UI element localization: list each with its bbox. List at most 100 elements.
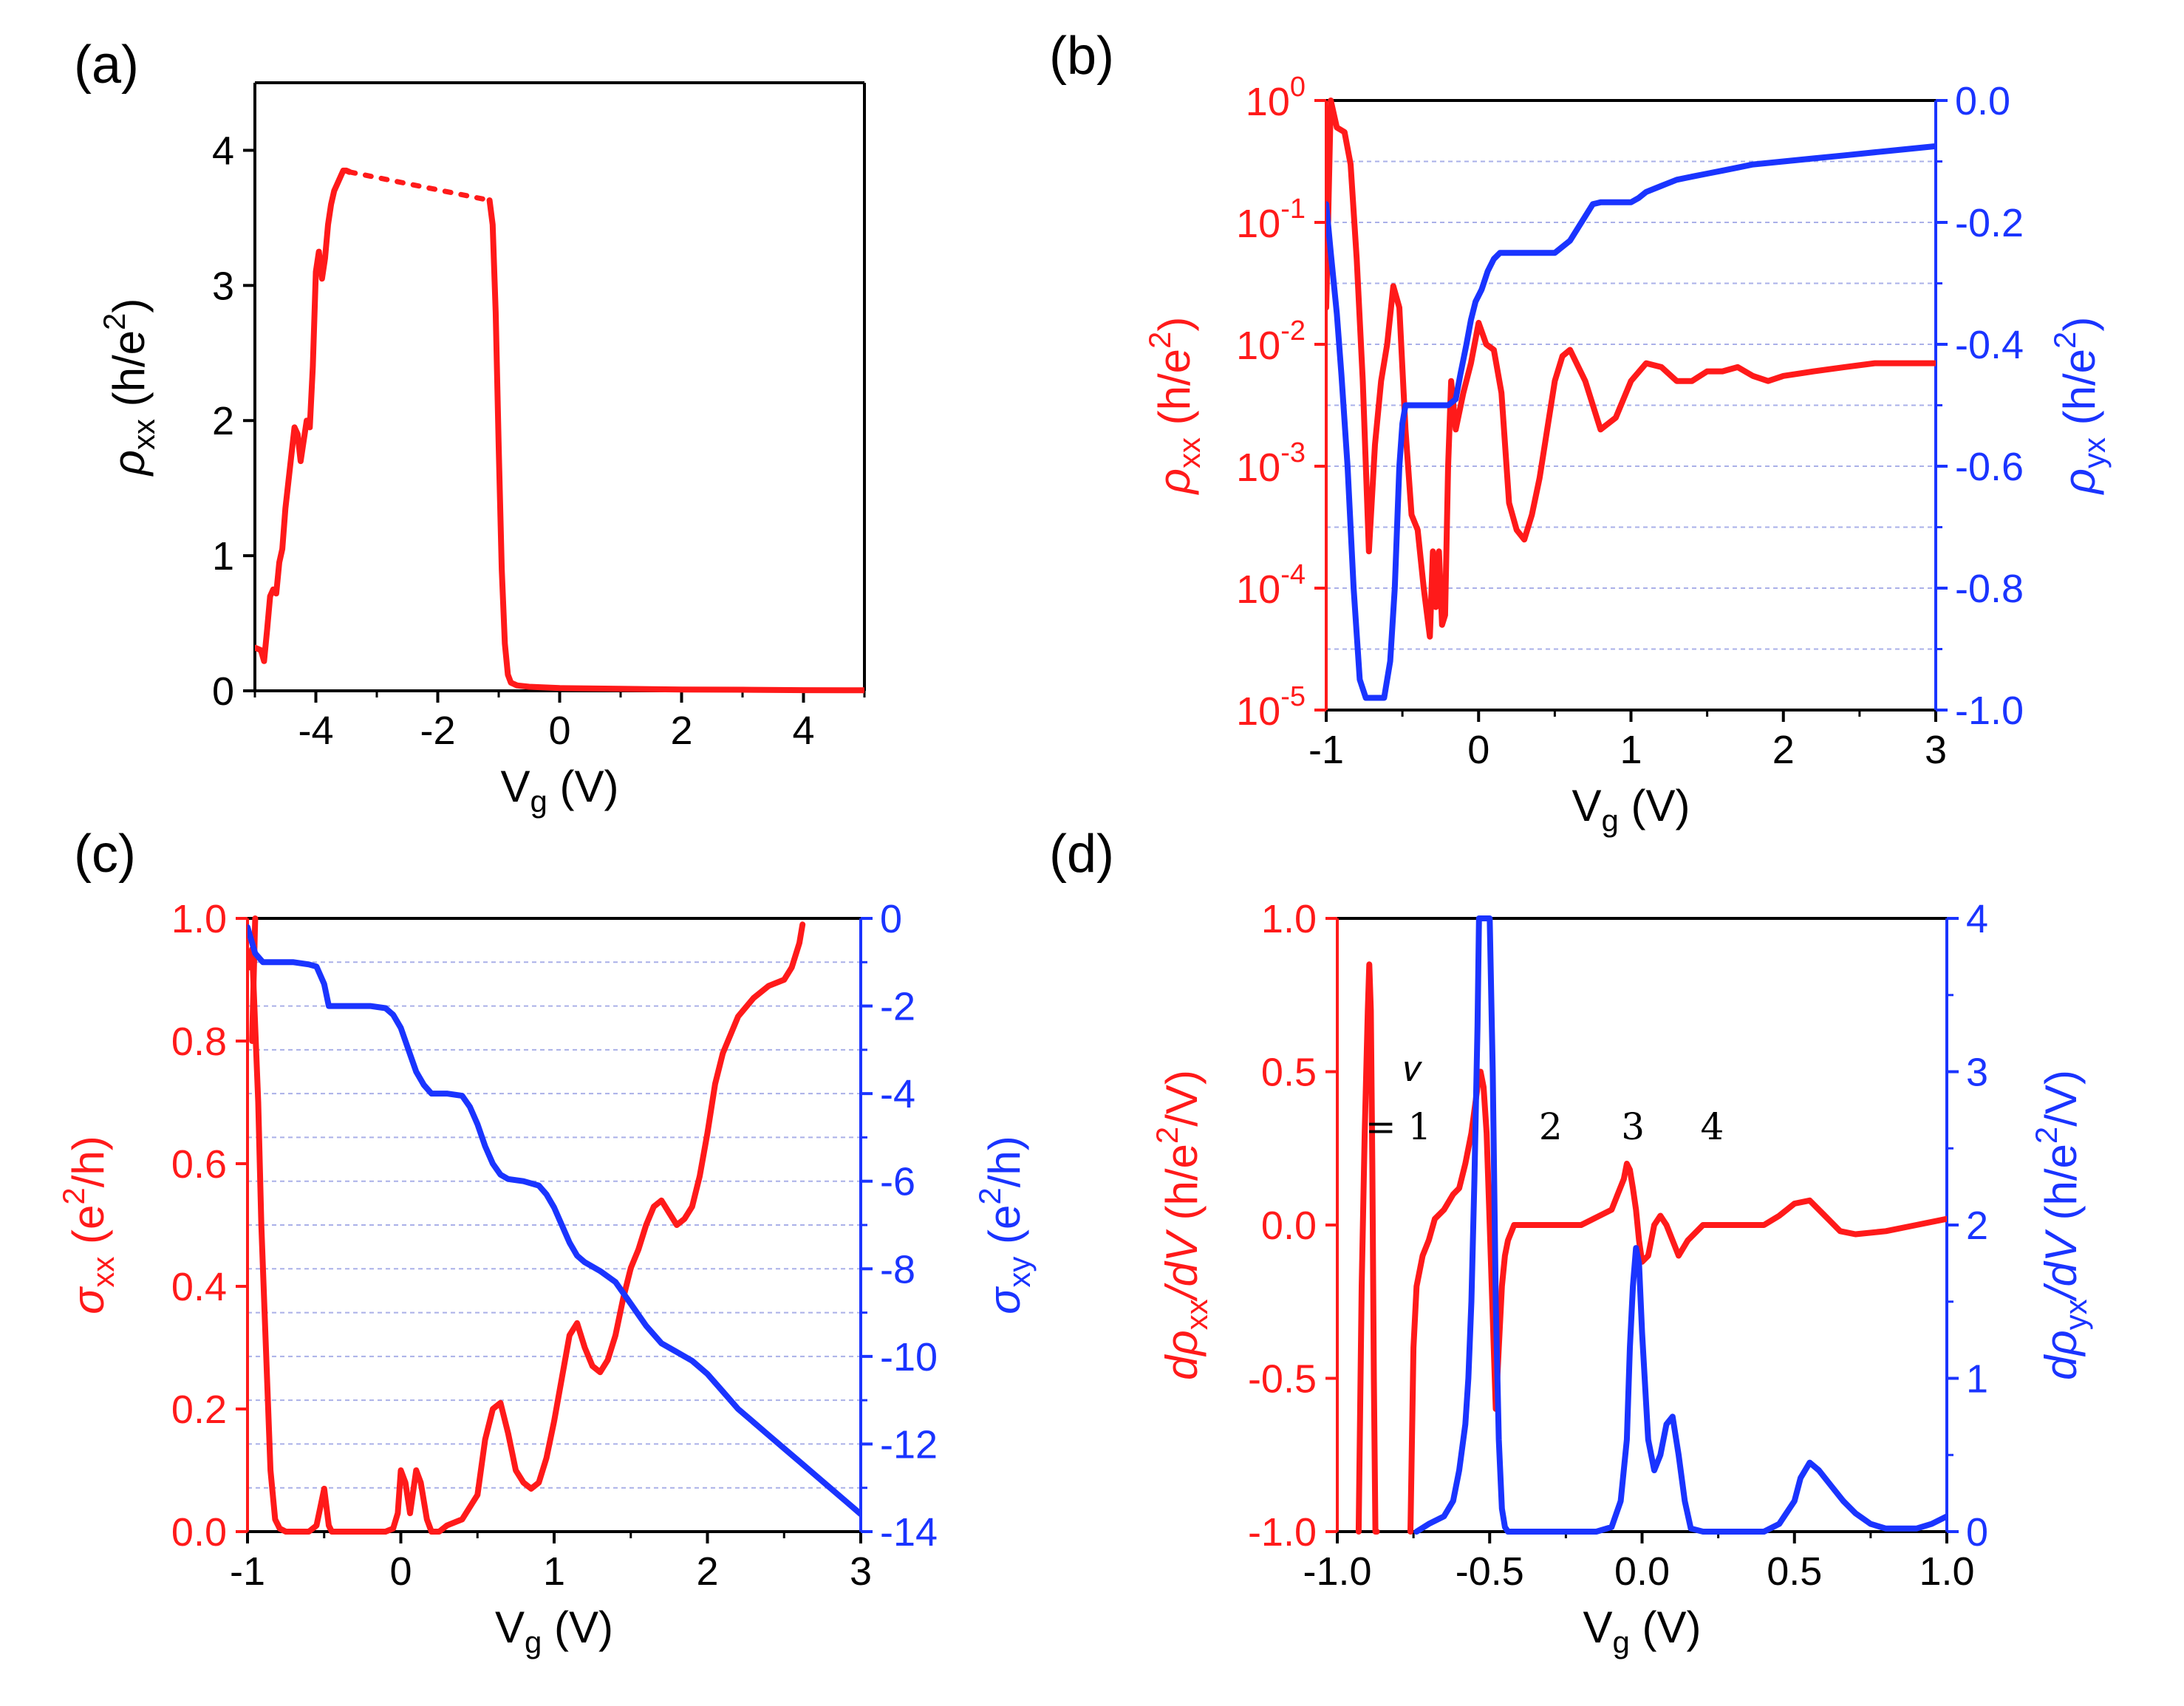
y-axis-label-part: 2 [1150,1127,1184,1144]
y-right-axis-label-part: 2 [972,1187,1007,1204]
annotation-label: 𝜈 [1405,1047,1423,1090]
y-tick-label: 3 [212,264,234,308]
x-axis-label: Vg (V) [1572,781,1690,838]
y-axis-label-part: (h/e [1157,1144,1207,1232]
y-tick-label: 0.5 [1261,1051,1317,1095]
y-axis-label-part: ) [104,298,154,313]
annotation-label: 4 [1700,1105,1724,1148]
annotation-label: 2 [1539,1105,1563,1148]
y-right-axis-label-part: /h) [980,1136,1029,1187]
y-tick-label: 0.8 [171,1020,227,1064]
panel-d: (d) -1.0 -0.5 0.0 0.5 1.0 1.0 0.5 0.0 -0.5 -1.0 0 1 2… [1049,825,2093,1659]
x-axis-label: Vg (V) [1583,1603,1701,1659]
y-right-axis-label-part: yx [2058,1299,2093,1330]
x-axis-label-part: g [530,784,547,819]
y-axis-label-part: xx [126,419,161,450]
y-axis-label: σxx (e2/h) [56,1136,120,1314]
y-axis-label-part: xx [1172,437,1207,468]
x-tick-label: 1 [543,1549,565,1594]
x-tick-label: 2 [696,1549,718,1594]
x-axis-label-part: (V) [542,1603,613,1652]
y-axis-label-part: /dV [1157,1229,1207,1302]
y-tick-label: -1.0 [1248,1510,1317,1555]
y-right-tick-label: -14 [880,1510,938,1555]
x-tick-label: -0.5 [1456,1549,1524,1594]
y-tick-label: 0.6 [171,1142,227,1187]
y-right-axis-label-part: (e [980,1205,1029,1257]
y-right-tick-label: -8 [880,1247,915,1292]
x-axis-label: Vg (V) [500,762,618,819]
x-axis-label-part: (V) [1630,1603,1702,1652]
x-tick-label: 0 [548,709,570,753]
x-tick-label: 3 [1925,728,1947,772]
x-axis-label-part: (V) [1619,781,1690,830]
y-right-axis-label-part: dρ [2036,1330,2086,1380]
y-right-tick-label: 0 [880,897,902,941]
y-tick-exponent: -5 [1280,681,1306,712]
x-tick-label: 1.0 [1919,1549,1974,1594]
annotation-label: = 1 [1365,1105,1432,1148]
x-tick-label: -1.0 [1303,1549,1371,1594]
y-tick-base: 10 [1236,324,1280,368]
x-axis-label-part: V [1583,1603,1612,1652]
y-right-tick-label: -1.0 [1955,689,2024,733]
y-tick-base: 10 [1236,567,1280,612]
panel-label: (d) [1049,825,1114,884]
y-right-axis-label-part: ) [2055,317,2104,332]
y-axis-label-part: ρ [1150,468,1199,495]
series-red-line [1355,961,1380,1535]
x-tick-label: 2 [1772,728,1795,772]
y-axis-label: ρxx (h/e2) [1142,317,1207,496]
series-red-line [249,915,259,1044]
series-red-line [1407,1068,1947,1535]
y-axis-label-part: σ [64,1286,113,1314]
y-tick-exponent: 0 [1290,72,1306,103]
x-tick-label: 0 [1467,728,1489,772]
y-right-tick-label: 1 [1966,1357,1988,1402]
y-axis-label-part: (h/e [104,330,154,419]
y-tick-base: 10 [1236,689,1280,734]
y-tick-label: 10-4 [1236,559,1306,612]
y-right-tick-label: 0 [1966,1510,1988,1555]
x-axis-label-part: V [500,762,530,811]
x-tick-label: -4 [298,709,333,753]
y-right-axis-label-part: ρ [2055,468,2104,495]
y-tick-label: 100 [1246,72,1306,124]
y-tick-label: 10-1 [1236,194,1306,246]
x-tick-label: -2 [420,709,455,753]
x-axis-label-part: g [525,1625,542,1659]
y-axis-label-part: 2 [56,1187,91,1204]
x-tick-label: 1 [1620,728,1642,772]
y-tick-base: 10 [1246,80,1290,124]
y-right-axis-label: dρyx/dV (h/e2/V) [2029,1070,2093,1380]
y-axis-label-part: (h/e [1150,349,1199,437]
y-tick-label: 0.4 [171,1265,227,1309]
x-tick-label: 0 [389,1549,412,1594]
y-axis-label-part: 2 [97,313,132,330]
y-tick-label: 1.0 [171,897,227,941]
series-red-line [347,169,493,203]
y-tick-exponent: -3 [1280,437,1306,468]
y-tick-label: 2 [212,399,234,443]
y-right-tick-label: 3 [1966,1051,1988,1095]
y-tick-label: 1 [212,534,234,579]
y-axis-label-part: ) [1150,317,1199,332]
panel-label: (c) [74,825,136,884]
series-blue-line [1326,143,1936,701]
y-tick-label: 4 [212,129,234,173]
series-red-line [486,197,864,694]
y-right-axis-label-part: 2 [2029,1127,2064,1144]
y-right-tick-label: 0.0 [1955,79,2010,123]
x-tick-label: 3 [850,1549,872,1594]
y-right-axis-label-part: /dV [2036,1229,2086,1302]
y-right-axis-label-part: xy [1002,1257,1037,1288]
x-axis-label-part: g [1602,803,1619,838]
x-tick-label: 4 [792,709,814,753]
y-tick-exponent: -4 [1280,559,1306,590]
panel-label: (b) [1049,27,1114,86]
y-right-tick-label: -4 [880,1072,915,1116]
y-axis-label-part: dρ [1157,1330,1207,1380]
y-right-axis-label: ρyx (h/e2) [2047,317,2112,496]
